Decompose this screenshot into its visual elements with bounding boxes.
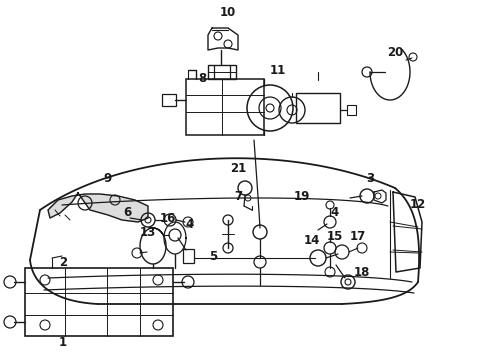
Text: 10: 10	[220, 6, 236, 19]
Text: 18: 18	[354, 266, 370, 279]
Text: 11: 11	[270, 63, 286, 77]
Bar	[25, 268, 173, 336]
Text: 15: 15	[327, 230, 343, 243]
Text: 4: 4	[186, 217, 194, 230]
Text: 9: 9	[103, 171, 111, 184]
Text: 3: 3	[366, 171, 374, 184]
Text: 20: 20	[387, 46, 403, 59]
Text: 21: 21	[230, 162, 246, 175]
Bar	[208, 65, 236, 79]
Bar	[183, 249, 194, 263]
Text: 5: 5	[209, 251, 217, 264]
Text: 6: 6	[123, 207, 131, 220]
Text: 1: 1	[59, 336, 67, 348]
Text: 19: 19	[294, 189, 310, 202]
Text: 8: 8	[198, 72, 206, 85]
Bar	[186, 79, 264, 135]
Text: 13: 13	[140, 225, 156, 238]
Text: 7: 7	[234, 189, 242, 202]
Text: 16: 16	[160, 211, 176, 225]
Text: 12: 12	[410, 198, 426, 211]
Bar	[296, 93, 340, 123]
Bar	[347, 105, 356, 115]
Bar	[162, 94, 176, 106]
Polygon shape	[48, 193, 148, 222]
Text: 2: 2	[59, 256, 67, 269]
Text: 14: 14	[304, 234, 320, 247]
Text: 4: 4	[331, 206, 339, 219]
Text: 17: 17	[350, 230, 366, 243]
